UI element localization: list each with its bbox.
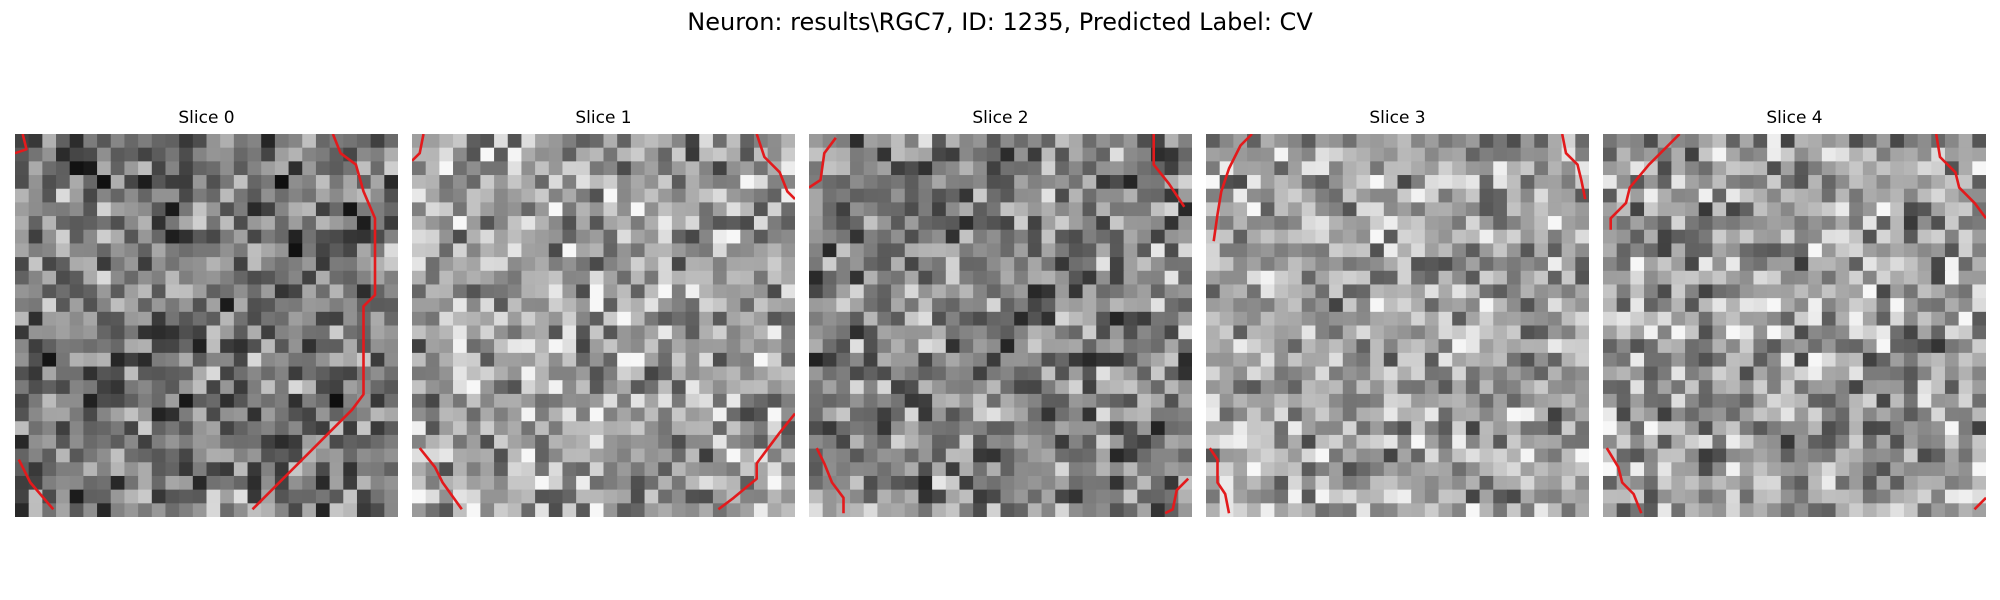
slice-image-1 (412, 134, 795, 517)
slice-title-1: Slice 1 (575, 108, 632, 128)
slice-title-2: Slice 2 (972, 108, 1029, 128)
contour-line-0 (251, 134, 377, 511)
contour-line-0 (1152, 134, 1186, 208)
contour-line-2 (1605, 447, 1643, 514)
contour-line-1 (1212, 134, 1253, 242)
contour-line-0 (1934, 134, 1986, 220)
contour-line-1 (809, 137, 837, 189)
contour-line-1 (15, 134, 28, 155)
figure-title: Neuron: results\RGC7, ID: 1235, Predicte… (687, 8, 1313, 36)
slice-image-4 (1603, 134, 1986, 517)
contour-line-1 (412, 134, 425, 162)
contour-line-3 (418, 447, 463, 511)
contour-line-2 (1208, 447, 1231, 514)
contour-line-3 (1164, 477, 1190, 515)
contour-line-0 (755, 134, 795, 201)
slice-image-3 (1206, 134, 1589, 517)
contour-line-2 (717, 412, 795, 511)
slice-title-0: Slice 0 (178, 108, 235, 128)
slice-image-0 (15, 134, 398, 517)
contour-line-2 (17, 459, 55, 511)
slice-image-2 (809, 134, 1192, 517)
contour-line-0 (1560, 134, 1587, 200)
slice-title-4: Slice 4 (1766, 108, 1823, 128)
contour-line-1 (1609, 134, 1681, 230)
contour-line-2 (815, 447, 845, 514)
contour-line-3 (1973, 496, 1986, 511)
slice-title-3: Slice 3 (1369, 108, 1426, 128)
